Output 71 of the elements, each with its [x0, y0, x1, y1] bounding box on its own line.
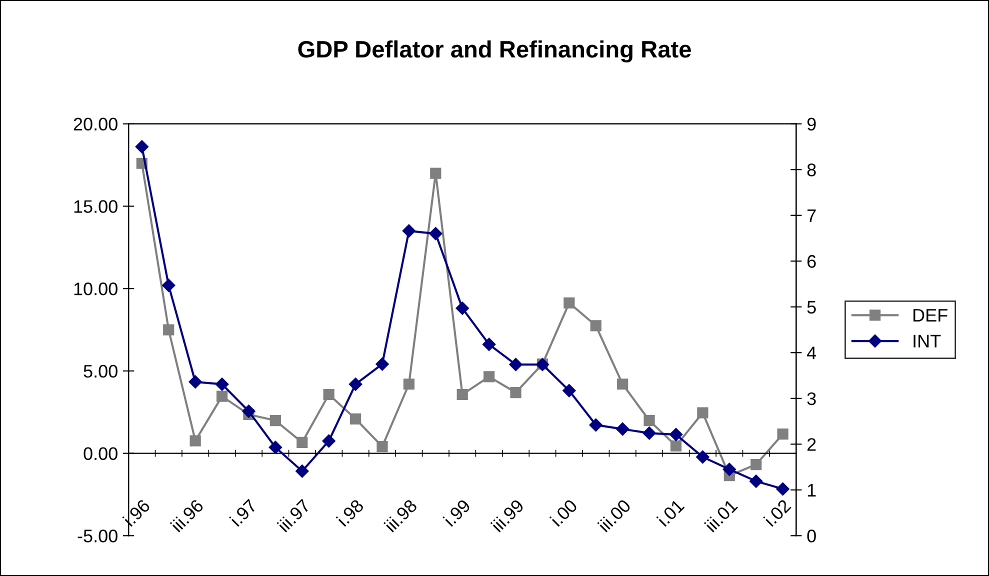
point	[188, 375, 202, 389]
y2-tick-label: 8	[807, 164, 816, 176]
point	[616, 422, 630, 436]
point	[163, 324, 174, 336]
x-tick-label: i.97	[229, 498, 258, 527]
point	[135, 140, 149, 154]
y2-tick-label: 4	[806, 346, 816, 360]
point	[376, 357, 389, 371]
point	[376, 441, 388, 452]
y-tick-label: -5.00	[78, 530, 118, 542]
y-tick-label: 15.00	[74, 200, 118, 213]
point	[722, 462, 736, 476]
point	[482, 338, 496, 351]
point	[777, 428, 788, 440]
point	[590, 320, 602, 332]
y2-tick-label: 0	[807, 530, 816, 542]
point	[430, 168, 442, 179]
point	[403, 378, 415, 390]
point	[350, 413, 362, 424]
point	[323, 388, 334, 400]
point	[456, 388, 468, 400]
x-tick-label: i.96	[122, 498, 151, 527]
y2-tick-label: 7	[807, 209, 816, 222]
point	[215, 378, 229, 391]
point	[669, 428, 683, 442]
point	[242, 404, 256, 418]
y-tick-label: 5.00	[84, 364, 118, 378]
point	[617, 378, 628, 390]
point	[776, 482, 790, 496]
point	[268, 440, 282, 454]
point	[696, 450, 710, 464]
point	[750, 458, 762, 470]
point	[456, 302, 469, 315]
y2-tick-label: 2	[807, 438, 816, 451]
point	[216, 390, 228, 402]
point	[750, 474, 763, 488]
x-tick-label: i.99	[442, 498, 472, 527]
point	[270, 414, 281, 426]
y2-tick-label: 1	[808, 484, 816, 496]
chart-title: GDP Deflator and Refinancing Rate	[298, 40, 691, 62]
point	[642, 426, 656, 440]
point	[564, 297, 575, 308]
y-tick-label: 10.00	[74, 282, 118, 296]
x-tick-label: i.02	[763, 498, 792, 527]
y2-tick-label: 5	[807, 301, 816, 314]
point	[296, 436, 308, 448]
point	[562, 384, 576, 398]
legend-label: DEF	[914, 309, 948, 322]
point	[322, 434, 336, 448]
point	[510, 386, 522, 398]
point	[697, 407, 708, 418]
point	[429, 227, 442, 240]
point	[589, 418, 602, 432]
point	[670, 440, 682, 452]
point	[484, 371, 495, 382]
x-tick-label: i.98	[336, 498, 364, 527]
y-tick-label: 20.00	[74, 118, 118, 131]
y-tick-label: 0.00	[84, 447, 118, 460]
point	[162, 278, 176, 292]
y2-tick-label: 3	[807, 392, 816, 406]
point	[509, 358, 522, 372]
point	[190, 435, 201, 446]
x-tick-label: i.01	[656, 498, 685, 527]
legend-label: INT	[914, 334, 941, 348]
y2-tick-label: 9	[807, 118, 816, 131]
point	[644, 414, 655, 426]
y2-tick-label: 6	[807, 255, 816, 268]
point	[402, 224, 416, 238]
x-tick-label: i.00	[549, 498, 578, 527]
point	[296, 464, 309, 478]
point	[348, 378, 362, 391]
